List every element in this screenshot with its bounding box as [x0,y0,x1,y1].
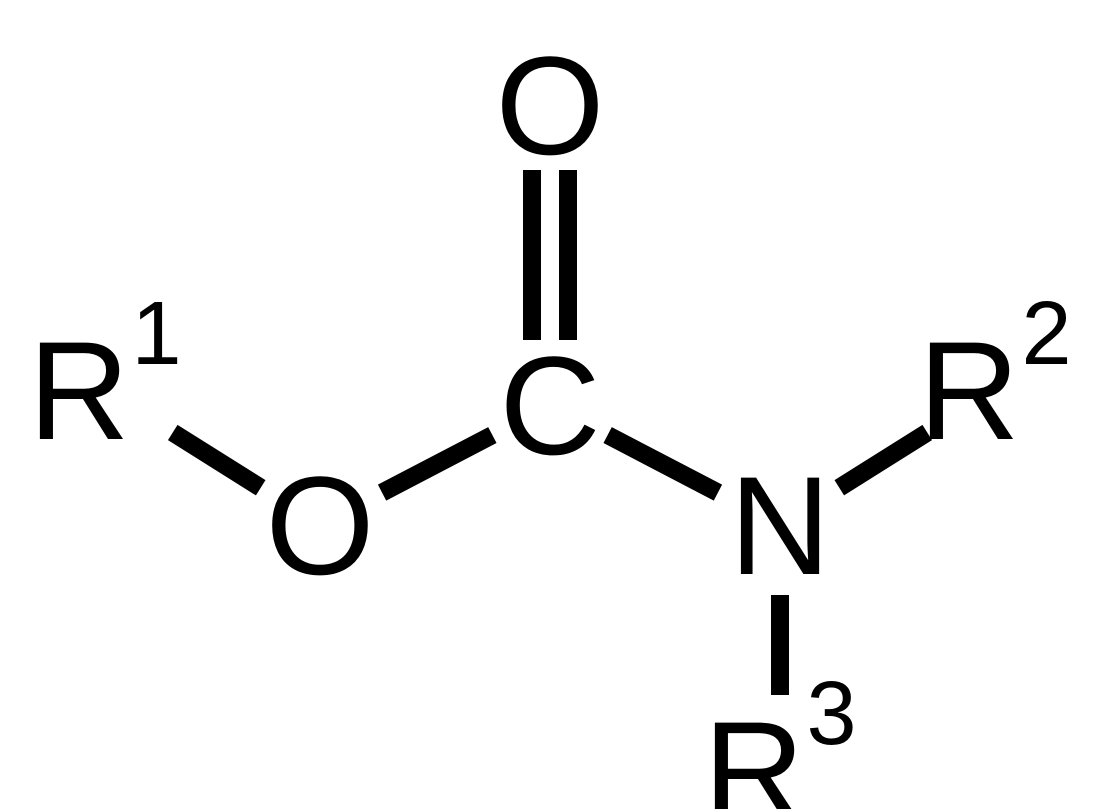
atom-label: R [703,692,804,809]
atom-label: R [28,312,129,469]
carbamate-structure-diagram: OCONR1R2R3 [0,0,1100,809]
atom-label: N [729,447,830,604]
atom-r1: R1 [28,284,181,469]
atom-superscript: 2 [1022,284,1072,384]
atom-o_top: O [496,27,605,184]
atom-label: O [496,27,605,184]
atom-label: O [266,447,375,604]
atom-superscript: 1 [132,284,182,384]
atom-c: C [499,327,600,484]
atom-o_left: O [266,447,375,604]
atom-r2: R2 [918,284,1071,469]
atom-label: R [918,312,1019,469]
atom-n: N [729,447,830,604]
atom-label: C [499,327,600,484]
atom-superscript: 3 [807,664,857,764]
